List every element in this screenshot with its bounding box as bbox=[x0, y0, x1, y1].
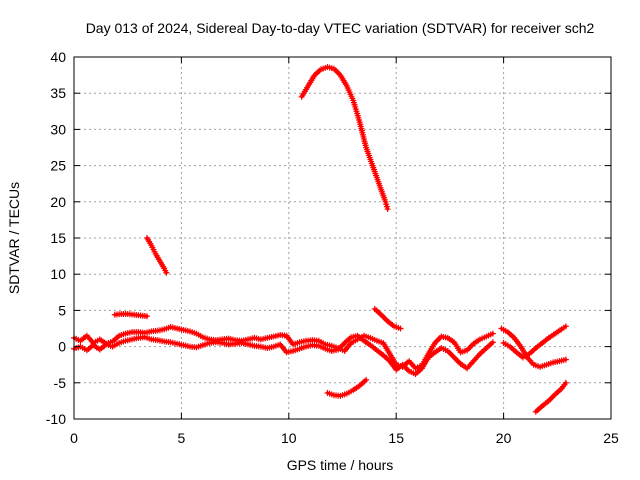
data-point bbox=[489, 339, 496, 346]
series-segment-4 bbox=[111, 311, 151, 320]
y-tick-label: 10 bbox=[50, 266, 66, 282]
chart-title: Day 013 of 2024, Sidereal Day-to-day VTE… bbox=[86, 20, 595, 36]
x-tick-label: 10 bbox=[281, 430, 297, 446]
series-segment-14h bbox=[371, 305, 404, 332]
y-tick-label: 20 bbox=[50, 194, 66, 210]
data-point bbox=[397, 325, 404, 332]
data-point bbox=[163, 269, 170, 276]
data-point bbox=[562, 379, 569, 386]
y-tick-label: 15 bbox=[50, 230, 66, 246]
grid-layer bbox=[74, 57, 611, 419]
x-tick-label: 5 bbox=[178, 430, 186, 446]
data-point bbox=[363, 376, 370, 383]
y-tick-label: 5 bbox=[58, 302, 66, 318]
y-tick-label: 40 bbox=[50, 49, 66, 65]
x-tick-label: 15 bbox=[388, 430, 404, 446]
series-band-b bbox=[71, 332, 496, 378]
data-point bbox=[384, 206, 391, 213]
series-band-d bbox=[500, 323, 569, 361]
series-arc-high bbox=[298, 64, 391, 213]
series-segment-neg9 bbox=[532, 379, 569, 415]
x-tick-label: 20 bbox=[496, 430, 512, 446]
data-point bbox=[562, 323, 569, 330]
data-point bbox=[562, 356, 569, 363]
data-point bbox=[144, 313, 151, 320]
y-tick-label: -5 bbox=[54, 375, 67, 391]
x-axis-label: GPS time / hours bbox=[287, 457, 394, 473]
data-layer bbox=[71, 64, 569, 415]
y-tick-label: 30 bbox=[50, 121, 66, 137]
y-tick-label: 35 bbox=[50, 85, 66, 101]
y-axis-label: SDTVAR / TECUs bbox=[6, 182, 22, 294]
series-trace bbox=[300, 65, 390, 211]
series-segment-15 bbox=[144, 235, 170, 276]
data-point bbox=[489, 330, 496, 337]
y-tick-label: -10 bbox=[46, 411, 66, 427]
x-tick-label: 25 bbox=[603, 430, 619, 446]
series-segment-neg7 bbox=[324, 376, 370, 399]
x-tick-label: 0 bbox=[70, 430, 78, 446]
tick-layer: 0 5 10 15 20 25 -10 -5 0 5 10 15 20 25 30 35 40 bbox=[46, 49, 619, 446]
y-tick-label: 25 bbox=[50, 158, 66, 174]
y-tick-label: 0 bbox=[58, 339, 66, 355]
